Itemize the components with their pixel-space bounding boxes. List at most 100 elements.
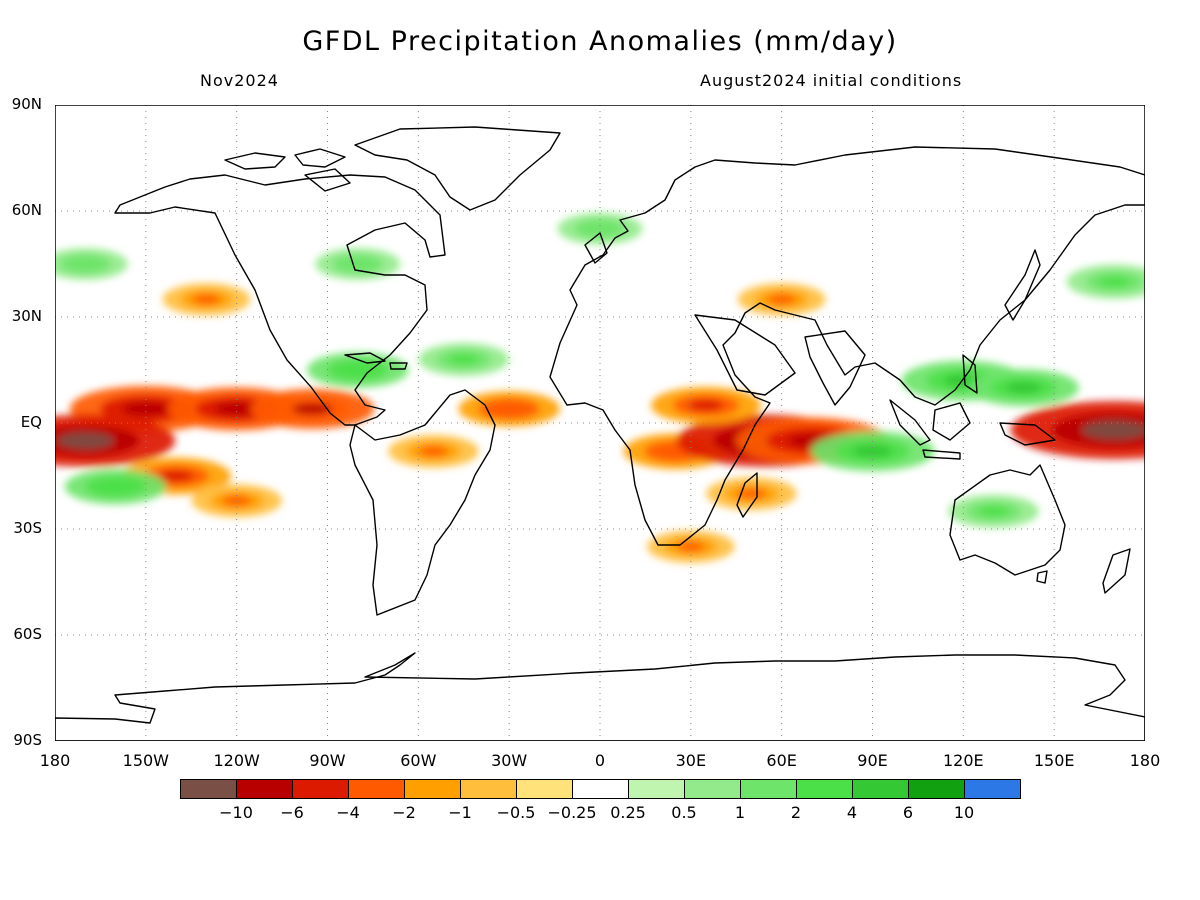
colorbar-swatch — [572, 779, 629, 799]
anomaly-region — [419, 446, 448, 457]
colorbar-label: −10 — [219, 803, 253, 822]
antarctica-coast — [55, 652, 1145, 741]
lon-tick-label: 30W — [491, 751, 528, 770]
anomaly-region — [767, 294, 796, 305]
lon-tick-label: 120E — [943, 751, 984, 770]
cuba-coast — [344, 352, 386, 364]
lat-tick-label: 60N — [11, 201, 42, 219]
new-zealand-coast — [1102, 548, 1131, 594]
lat-lon-grid — [55, 105, 1145, 741]
colorbar-label: 1 — [734, 803, 746, 822]
lon-tick-label: 90W — [309, 751, 346, 770]
anomaly-region — [586, 223, 614, 234]
colorbar-label: −4 — [336, 803, 360, 822]
precipitation-anomaly-map — [55, 105, 1145, 741]
lat-tick-label: 90S — [13, 731, 42, 749]
arctic-island-c — [304, 168, 351, 192]
anomaly-region — [979, 506, 1009, 517]
colorbar-label: −2 — [392, 803, 416, 822]
japan-coast — [1004, 249, 1041, 321]
lat-tick-label: EQ — [20, 413, 42, 431]
lon-tick-label: 90E — [857, 751, 888, 770]
colorbar-swatch — [404, 779, 461, 799]
anomaly-region — [449, 354, 479, 365]
colorbar-swatch — [348, 779, 405, 799]
colorbar-swatch — [852, 779, 909, 799]
anomaly-region — [222, 495, 252, 506]
colorbar-label: −0.5 — [496, 803, 536, 822]
anomaly-region — [292, 402, 333, 416]
anomaly-fields — [55, 212, 1145, 563]
anomaly-region — [736, 488, 766, 499]
colorbar-label: 6 — [902, 803, 914, 822]
anomaly-region — [344, 258, 372, 270]
anomaly-region — [192, 294, 221, 305]
colorbar-swatch — [908, 779, 965, 799]
australia-coast — [949, 464, 1066, 576]
borneo-coast — [932, 402, 971, 441]
anomaly-region — [341, 364, 375, 376]
colorbar-swatch — [292, 779, 349, 799]
anomaly-region — [121, 401, 171, 417]
colorbar-label: 0.25 — [610, 803, 646, 822]
map-title: GFDL Precipitation Anomalies (mm/day) — [302, 26, 898, 57]
lon-tick-label: 180 — [1129, 751, 1161, 770]
arctic-island-b — [294, 148, 346, 168]
anomaly-region — [158, 470, 194, 482]
java-coast — [922, 449, 961, 460]
colorbar-swatch — [516, 779, 573, 799]
hispaniola-coast — [389, 362, 408, 370]
colorbar-label: 10 — [953, 803, 975, 822]
colorbar-label: 2 — [790, 803, 802, 822]
colorbar-swatch — [964, 779, 1021, 799]
lon-tick-label: 0 — [594, 751, 606, 770]
colorbar-swatch — [684, 779, 741, 799]
new-guinea-coast — [999, 422, 1056, 446]
lon-tick-label: 30E — [675, 751, 707, 770]
coastlines — [55, 126, 1145, 741]
forecast-month: Nov2024 — [200, 71, 279, 90]
british-isles-coast — [584, 232, 608, 264]
eurasia-africa-coast — [549, 146, 1145, 546]
lon-tick-label: 180 — [39, 751, 71, 770]
tasmania-coast — [1036, 570, 1048, 584]
colorbar-label: −0.25 — [547, 803, 597, 822]
lon-tick-label: 150E — [1033, 751, 1075, 770]
north-america-coast — [114, 174, 446, 426]
anomaly-region — [676, 541, 705, 552]
colorbar-label: 0.5 — [671, 803, 697, 822]
lon-tick-label: 150W — [122, 751, 169, 770]
colorbar-label: −1 — [448, 803, 472, 822]
colorbar-swatch — [236, 779, 293, 799]
arctic-island-a — [224, 152, 286, 170]
lon-tick-label: 60E — [766, 751, 797, 770]
lat-tick-label: 30N — [11, 307, 42, 325]
lat-tick-label: 60S — [13, 625, 42, 643]
lat-tick-label: 30S — [13, 519, 42, 537]
anomaly-region — [1081, 420, 1145, 440]
colorbar-swatch — [796, 779, 853, 799]
colorbar-swatch — [740, 779, 797, 799]
lat-tick-label: 90N — [11, 95, 42, 113]
colorbar-label: 4 — [846, 803, 858, 822]
arabia-coast — [694, 314, 796, 396]
anomaly-region — [1099, 276, 1131, 288]
anomaly-region — [56, 432, 115, 449]
anomaly-region — [214, 401, 259, 416]
lon-tick-label: 120W — [213, 751, 260, 770]
colorbar-label: −6 — [280, 803, 304, 822]
anomaly-region — [688, 399, 724, 412]
south-america-coast — [349, 389, 496, 616]
colorbar-swatch — [460, 779, 517, 799]
anomaly-region — [1006, 381, 1042, 394]
anomaly-region — [99, 480, 132, 493]
philippines-coast — [962, 354, 978, 394]
anomaly-region — [852, 444, 893, 458]
anomaly-region — [492, 403, 526, 415]
lon-tick-label: 60W — [400, 751, 437, 770]
anomaly-region — [71, 258, 99, 270]
greenland-coast — [354, 126, 561, 211]
india-coast — [804, 330, 866, 406]
sumatra-coast — [889, 399, 931, 446]
colorbar-swatch — [180, 779, 237, 799]
